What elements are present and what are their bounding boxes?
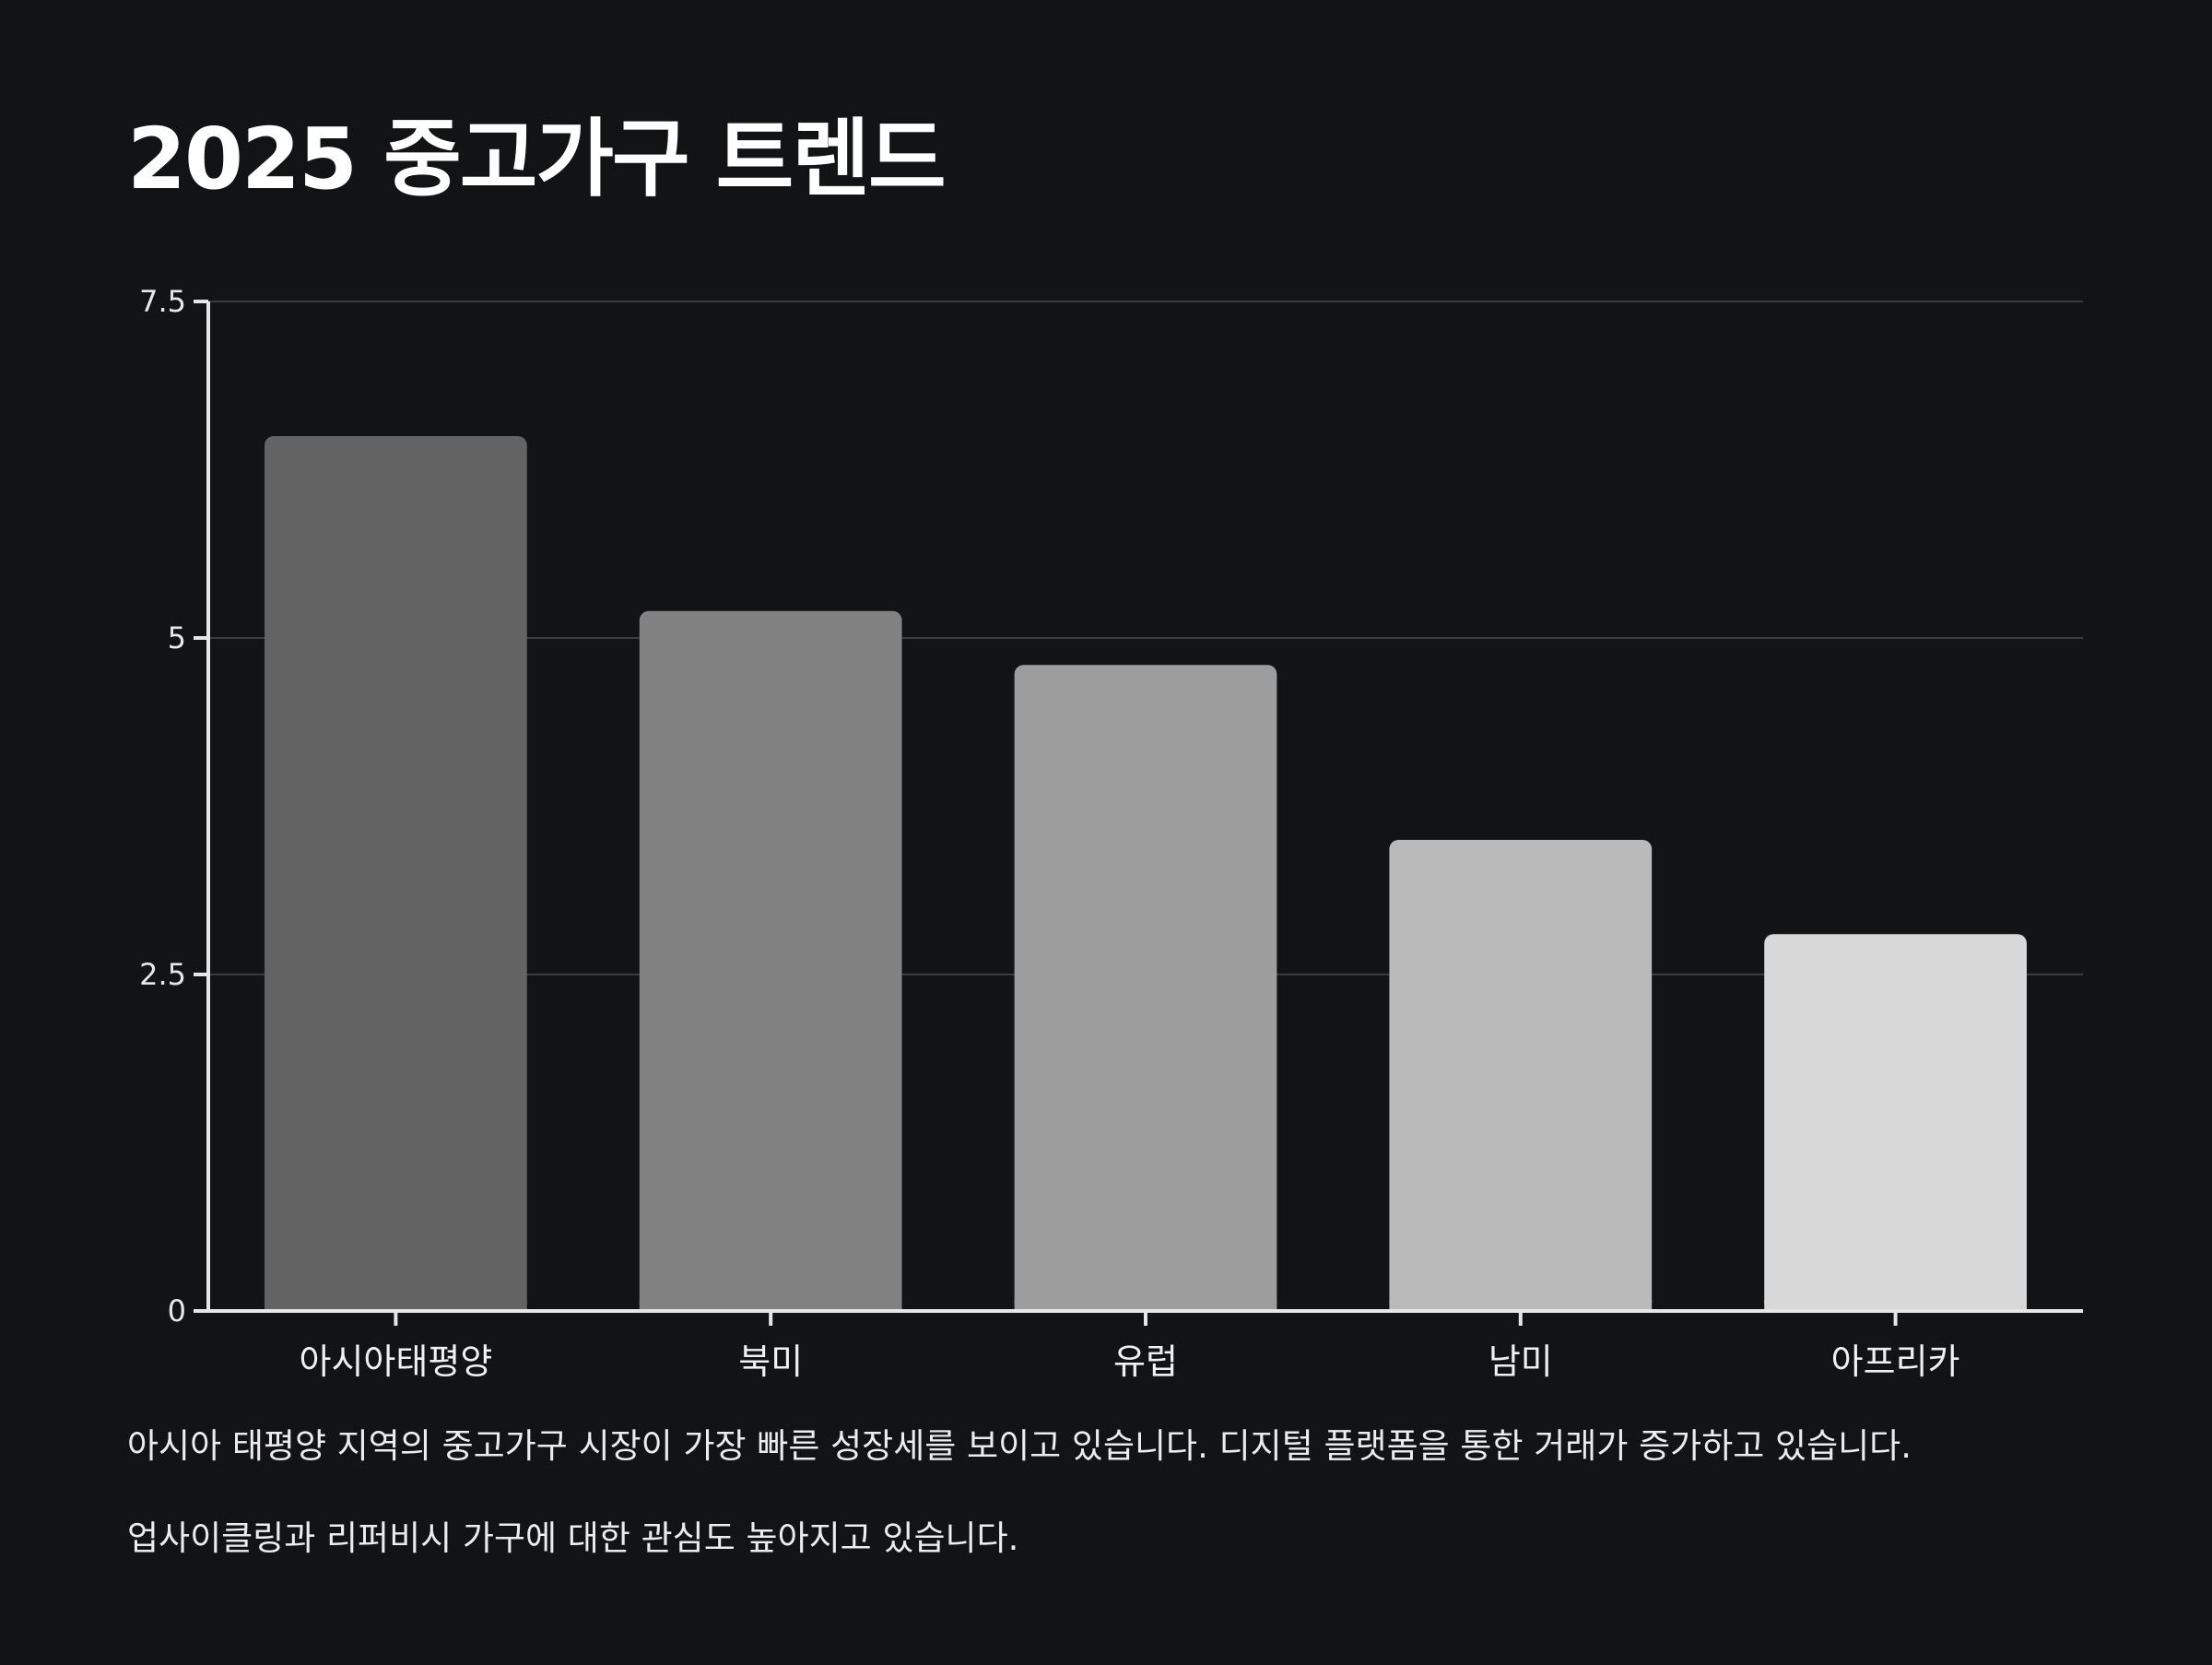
y-tick-label: 5 bbox=[168, 620, 186, 655]
bar-base bbox=[1389, 1300, 1653, 1311]
x-tick-label: 남미 bbox=[1488, 1341, 1553, 1382]
y-tick-label: 2.5 bbox=[139, 957, 186, 992]
x-tick-label: 아시아태평양 bbox=[300, 1341, 493, 1382]
y-tick-label: 7.5 bbox=[139, 284, 186, 319]
bar bbox=[1764, 934, 2027, 1311]
x-tick-label: 유럽 bbox=[1113, 1341, 1178, 1382]
bars bbox=[265, 436, 2027, 1311]
bar bbox=[265, 436, 527, 1311]
x-tick-label: 북미 bbox=[738, 1341, 803, 1382]
axis-labels: 0 2.5 5 7.5 아시아태평양 북미 유럽 남미 아프리카 bbox=[139, 284, 1959, 1382]
bar bbox=[1389, 840, 1653, 1311]
axes bbox=[194, 300, 2083, 1326]
bar-base bbox=[1014, 1300, 1277, 1311]
bar bbox=[639, 610, 902, 1311]
caption-line-1: 아시아 태평양 지역의 중고가구 시장이 가장 빠른 성장세를 보이고 있습니다… bbox=[127, 1426, 1912, 1466]
caption-line-2: 업사이클링과 리퍼비시 가구에 대한 관심도 높아지고 있습니다. bbox=[127, 1518, 1019, 1558]
y-tick-label: 0 bbox=[168, 1293, 186, 1328]
x-tick-label: 아프리카 bbox=[1831, 1341, 1960, 1382]
page-title: 2025 중고가구 트렌드 bbox=[127, 110, 947, 208]
bar-base bbox=[1764, 1300, 2027, 1311]
bar-base bbox=[639, 1300, 902, 1311]
bar bbox=[1014, 665, 1277, 1311]
bar-base bbox=[265, 1300, 527, 1311]
